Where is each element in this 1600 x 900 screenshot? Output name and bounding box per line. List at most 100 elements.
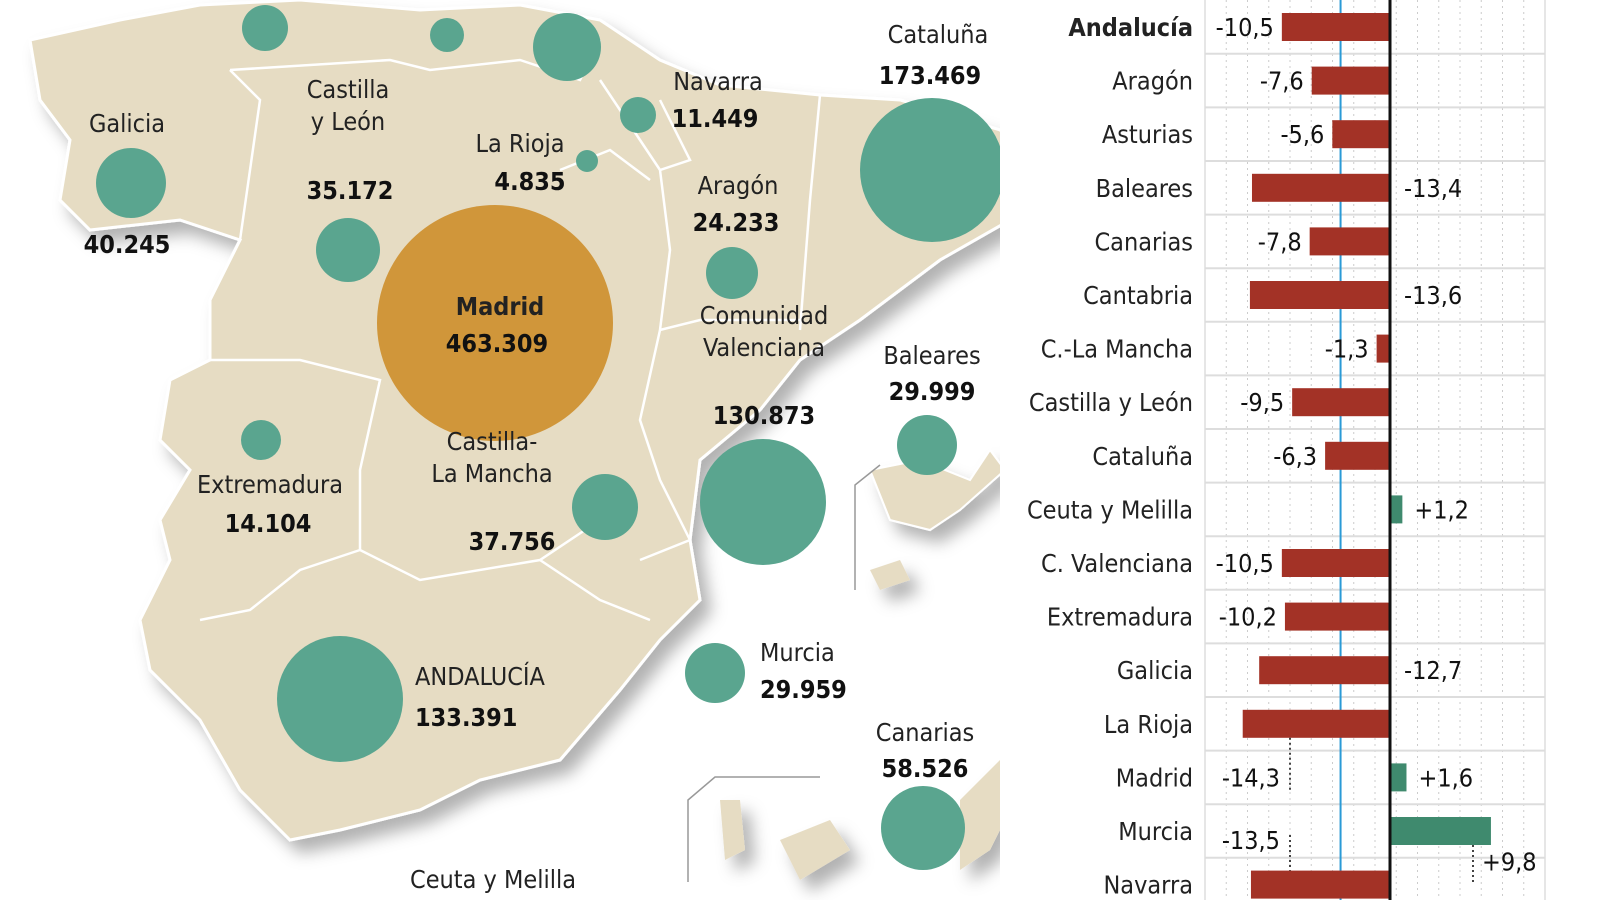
bubble-aragon — [706, 247, 758, 299]
region-name: La Rioja — [475, 129, 564, 158]
value-label: -13,4 — [1404, 174, 1462, 203]
region-name: Aragón — [698, 171, 779, 200]
bubble-valenciana — [700, 439, 826, 565]
bubble-castilla-leon — [316, 218, 380, 282]
region-name: Murcia — [760, 638, 835, 667]
region-cantabria — [430, 18, 464, 52]
bubble-asturias — [242, 5, 288, 51]
category-label: Navarra — [1103, 871, 1193, 900]
region-value: 35.172 — [307, 176, 394, 205]
region-value: 29.959 — [760, 675, 847, 704]
region-pais-vasco — [533, 13, 601, 81]
region-aragon: Aragón 24.233 — [693, 171, 780, 299]
region-name: Ceuta y Melilla — [410, 865, 576, 894]
category-label: Andalucía — [1068, 13, 1193, 42]
value-label: -9,5 — [1240, 388, 1284, 417]
bubble-cataluna — [860, 98, 1000, 242]
bar-Cantabria — [1249, 281, 1390, 309]
bubble-castilla-la-mancha — [572, 474, 638, 540]
bubble-canarias — [881, 786, 965, 870]
region-andalucia: ANDALUCÍA 133.391 — [277, 636, 546, 762]
region-value: 173.469 — [879, 61, 981, 90]
category-label: Cataluña — [1092, 442, 1193, 471]
region-name: Navarra — [673, 67, 763, 96]
bubble-murcia — [685, 643, 745, 703]
region-name: Castilla — [307, 75, 390, 104]
category-label: Murcia — [1118, 817, 1193, 846]
bar-C.-La Mancha — [1376, 334, 1390, 363]
value-label: -5,6 — [1280, 120, 1324, 149]
category-label: Ceuta y Melilla — [1027, 495, 1193, 524]
category-label: Galicia — [1117, 656, 1193, 685]
bubble-baleares — [897, 415, 957, 475]
value-label: -10,5 — [1216, 13, 1274, 42]
bar-Asturias — [1332, 120, 1390, 149]
region-name: Castilla- — [447, 427, 538, 456]
region-castilla-la-mancha: Castilla- La Mancha 37.756 — [431, 427, 638, 556]
region-name: Extremadura — [197, 470, 343, 499]
category-label: C.-La Mancha — [1041, 335, 1193, 364]
bubble-extremadura — [241, 420, 281, 460]
region-value: 37.756 — [469, 527, 556, 556]
bar-Andalucía — [1281, 13, 1390, 41]
region-cataluna: Cataluña 173.469 — [860, 20, 1000, 242]
region-name: y León — [311, 107, 385, 136]
region-valenciana: Comunidad Valenciana 130.873 — [700, 301, 829, 565]
region-navarra: Navarra 11.449 — [620, 67, 763, 133]
bar-Baleares — [1251, 173, 1390, 202]
bubble-navarra — [620, 97, 656, 133]
region-name: Canarias — [876, 718, 975, 747]
bar-La Rioja — [1242, 709, 1390, 738]
value-label: -10,5 — [1216, 549, 1274, 578]
region-value: 130.873 — [713, 401, 815, 430]
bubble-galicia — [96, 148, 166, 218]
region-borders — [199, 39, 822, 622]
region-name: Baleares — [883, 341, 980, 370]
region-name: Valenciana — [703, 333, 825, 362]
value-label: -1,3 — [1325, 335, 1369, 364]
region-ceuta-melilla: Ceuta y Melilla — [410, 865, 576, 894]
region-value: 58.526 — [882, 754, 969, 783]
region-value: 14.104 — [225, 509, 312, 538]
value-label: -13,6 — [1404, 281, 1462, 310]
bubble-la-rioja — [576, 150, 598, 172]
value-label: -10,2 — [1219, 603, 1277, 632]
value-label: +9,8 — [1482, 848, 1537, 877]
canarias-inset-frame — [687, 776, 820, 882]
category-label: Castilla y León — [1029, 388, 1193, 417]
region-name: ANDALUCÍA — [415, 662, 546, 691]
bar-Madrid — [1390, 763, 1407, 792]
bar-C. Valenciana — [1281, 549, 1390, 577]
category-label: La Rioja — [1104, 710, 1193, 739]
region-extremadura: Extremadura 14.104 — [197, 420, 343, 538]
region-value: 40.245 — [84, 230, 171, 259]
bar-Castilla y León — [1292, 388, 1390, 417]
region-name: Comunidad — [700, 301, 829, 330]
bubble-pais-vasco — [533, 13, 601, 81]
bubble-cantabria — [430, 18, 464, 52]
category-label: C. Valenciana — [1041, 549, 1193, 578]
value-label: -7,8 — [1258, 227, 1302, 256]
bar-Canarias — [1309, 227, 1390, 256]
region-value: 24.233 — [693, 208, 780, 237]
category-label: Asturias — [1102, 120, 1193, 149]
category-label: Extremadura — [1047, 603, 1193, 632]
region-castilla-leon: Castilla y León 35.172 — [307, 75, 394, 282]
region-value: 4.835 — [494, 167, 565, 196]
region-value: 11.449 — [672, 104, 759, 133]
region-baleares: Baleares 29.999 — [883, 341, 981, 475]
bar-Aragón — [1311, 66, 1390, 95]
value-label: -7,6 — [1260, 67, 1304, 96]
region-value: 133.391 — [415, 703, 517, 732]
category-label: Canarias — [1094, 227, 1193, 256]
region-murcia: Murcia 29.959 — [685, 638, 847, 704]
region-madrid: Madrid 463.309 — [377, 205, 613, 441]
value-label: +1,6 — [1418, 763, 1473, 792]
region-name: Cataluña — [888, 20, 989, 49]
value-label: -6,3 — [1273, 442, 1317, 471]
category-label: Madrid — [1116, 763, 1193, 792]
region-name: La Mancha — [431, 459, 552, 488]
bar-Cataluña — [1325, 441, 1390, 470]
bubble-madrid — [377, 205, 613, 441]
